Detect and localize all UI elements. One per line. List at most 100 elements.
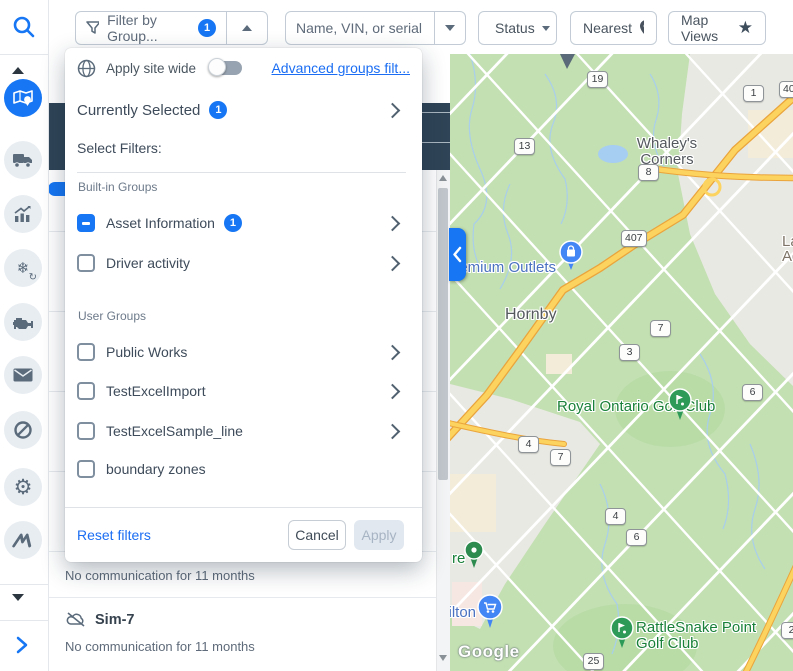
divider xyxy=(0,620,48,621)
shopping-bag-pin-icon[interactable] xyxy=(558,240,584,272)
sidebar-expand-icon[interactable] xyxy=(15,636,29,659)
checkbox-indeterminate[interactable] xyxy=(77,214,95,232)
nearest-button[interactable]: Nearest xyxy=(570,11,657,45)
divider xyxy=(0,54,48,55)
sidebar-scroll-up-icon[interactable] xyxy=(12,67,24,74)
globe-icon xyxy=(77,59,96,77)
chevron-right-icon[interactable] xyxy=(384,215,401,231)
advanced-groups-filter-link[interactable]: Advanced groups filt... xyxy=(271,60,410,76)
chevron-right-icon[interactable] xyxy=(384,423,401,439)
checkbox[interactable] xyxy=(77,343,95,361)
filter-collapse-toggle[interactable] xyxy=(227,12,267,44)
reset-filters-link[interactable]: Reset filters xyxy=(77,526,151,543)
chevron-right-icon[interactable] xyxy=(384,383,401,399)
filter-row-boundary-zones[interactable]: boundary zones xyxy=(77,449,410,489)
road-shield-6a: 6 xyxy=(742,384,763,401)
map-label-milton: Milton xyxy=(450,604,477,621)
sidebar-scroll-down-icon[interactable] xyxy=(12,594,24,601)
map-label-premium-outlets: Premium Outlets xyxy=(450,259,556,276)
chevron-down-icon xyxy=(445,25,455,31)
section-title-built-in: Built-in Groups xyxy=(78,180,158,194)
golf-pin-icon[interactable] xyxy=(667,388,693,422)
chevron-right-icon[interactable] xyxy=(384,255,401,271)
filter-row-public-works[interactable]: Public Works xyxy=(77,332,410,372)
road-shield-13: 13 xyxy=(514,138,535,155)
sidebar-item-sustainability[interactable]: ❄ ↻ xyxy=(4,249,42,287)
recycle-arrows-icon: ↻ xyxy=(28,272,37,283)
map-label-rattlesnake-golf: RattleSnake Point Golf Club xyxy=(636,619,757,652)
app-sidebar: ❄ ↻ ⚙ xyxy=(0,0,49,671)
list-item[interactable]: Sim-7 xyxy=(65,611,135,628)
road-shield-7a: 7 xyxy=(650,320,671,337)
scroll-up-icon[interactable] xyxy=(439,175,447,181)
status-filter-button[interactable]: Status xyxy=(478,11,557,45)
gear-icon: ⚙ xyxy=(13,474,33,499)
currently-selected-label: Currently Selected xyxy=(77,101,201,119)
filter-label: Driver activity xyxy=(106,255,191,271)
checkbox[interactable] xyxy=(77,382,95,400)
generic-pin-icon[interactable] xyxy=(463,540,485,570)
road-shield-6b: 6 xyxy=(626,529,647,546)
star-icon: ★ xyxy=(737,17,753,38)
funnel-icon xyxy=(86,21,100,34)
asset-search-box[interactable] xyxy=(285,11,466,45)
map-canvas[interactable]: Whaley's Corners Hornby La Aquitaine Pre… xyxy=(450,54,793,671)
map-views-button[interactable]: Map Views ★ xyxy=(668,11,766,45)
sidebar-item-brand[interactable] xyxy=(4,521,42,559)
divider xyxy=(434,12,435,44)
filter-row-testexcelimport[interactable]: TestExcelImport xyxy=(77,371,410,411)
filter-count-badge: 1 xyxy=(198,19,216,37)
apply-button[interactable]: Apply xyxy=(354,519,404,550)
truck-icon xyxy=(12,153,32,168)
filter-by-group-button[interactable]: Filter by Group... 1 xyxy=(75,11,268,45)
road-shield-8: 8 xyxy=(638,164,659,181)
ban-icon xyxy=(14,421,32,439)
snowflake-icon: ❄ xyxy=(16,258,30,277)
golf-pin-icon[interactable] xyxy=(609,616,635,650)
filter-label: boundary zones xyxy=(106,461,206,477)
filter-label: Asset Information xyxy=(106,215,215,231)
cancel-button[interactable]: Cancel xyxy=(288,519,346,550)
sidebar-item-productivity[interactable] xyxy=(4,195,42,233)
filter-by-group-label: Filter by Group... xyxy=(107,12,158,44)
road-shield-25: 25 xyxy=(583,653,604,670)
checkbox[interactable] xyxy=(77,422,95,440)
chevron-right-icon[interactable] xyxy=(384,102,401,118)
filter-by-group-main[interactable]: Filter by Group... 1 xyxy=(76,12,226,44)
scroll-down-icon[interactable] xyxy=(439,655,447,661)
divider xyxy=(77,172,406,173)
road-shield-4a: 4 xyxy=(518,436,539,453)
group-filter-panel: Apply site wide Advanced groups filt... … xyxy=(65,48,422,562)
sidebar-item-maintenance[interactable] xyxy=(4,303,42,341)
asset-status-text: No communication for 11 months xyxy=(65,568,255,583)
panel-collapse-button[interactable] xyxy=(449,228,466,281)
filter-row-asset-information[interactable]: Asset Information 1 xyxy=(77,203,410,243)
map-terrain xyxy=(450,54,793,671)
currently-selected-badge: 1 xyxy=(209,101,228,119)
map-label-la-aquitaine: La Aquitaine xyxy=(782,233,793,265)
sidebar-item-fleet[interactable] xyxy=(4,141,42,179)
asset-search-input[interactable] xyxy=(294,19,426,37)
search-options-toggle[interactable] xyxy=(435,12,465,44)
search-icon[interactable] xyxy=(11,14,37,45)
sidebar-item-map[interactable] xyxy=(4,79,42,117)
select-filters-label: Select Filters: xyxy=(77,140,162,156)
chevron-right-icon[interactable] xyxy=(384,344,401,360)
sidebar-item-rules[interactable] xyxy=(4,411,42,449)
divider xyxy=(0,584,48,585)
checkbox[interactable] xyxy=(77,460,95,478)
checkbox[interactable] xyxy=(77,254,95,272)
map-icon xyxy=(13,90,33,106)
filter-row-driver-activity[interactable]: Driver activity xyxy=(77,243,410,283)
apply-site-wide-toggle[interactable] xyxy=(208,58,243,76)
road-shield-407a: 407 xyxy=(779,81,793,98)
sidebar-item-messages[interactable] xyxy=(4,356,42,394)
shopping-cart-pin-icon[interactable] xyxy=(477,594,503,632)
sidebar-item-settings[interactable]: ⚙ xyxy=(4,468,42,506)
filter-row-testexcelsample-line[interactable]: TestExcelSample_line xyxy=(77,411,410,451)
currently-selected-row[interactable]: Currently Selected 1 xyxy=(77,96,410,124)
chevron-down-icon xyxy=(541,25,550,31)
list-scrollbar-thumb[interactable] xyxy=(438,188,448,480)
chevron-left-icon xyxy=(453,246,462,263)
filter-badge: 1 xyxy=(223,214,242,232)
